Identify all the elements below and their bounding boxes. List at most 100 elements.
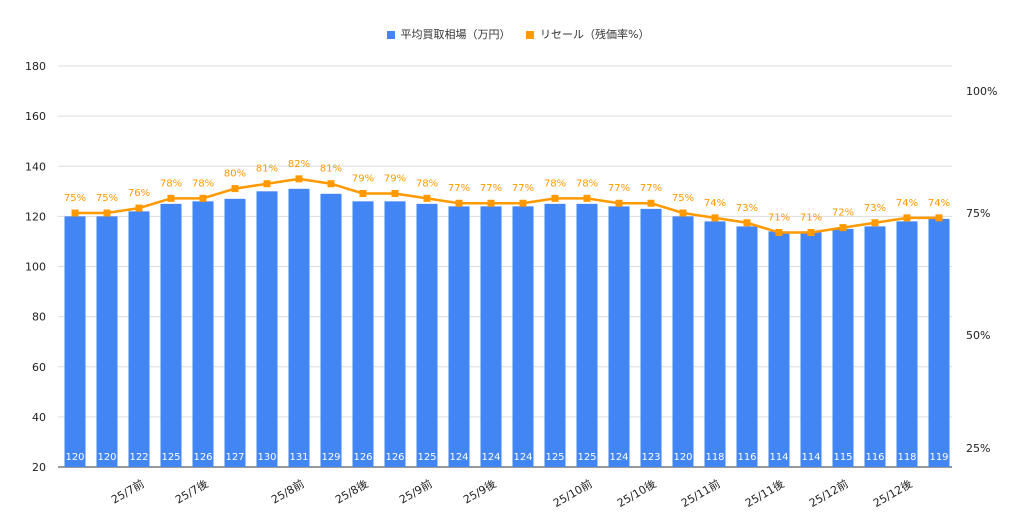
line-point <box>455 199 463 207</box>
left-tick-label: 20 <box>32 461 46 474</box>
line-data-label: 81% <box>256 164 278 175</box>
bar-data-label: 125 <box>417 452 436 463</box>
line-data-label: 78% <box>416 178 438 189</box>
bar <box>672 216 694 467</box>
x-tick-label: 25/11前 <box>679 476 723 509</box>
bar <box>160 203 182 467</box>
bar-data-label: 124 <box>609 452 628 463</box>
bar <box>768 231 790 467</box>
line-data-label: 74% <box>896 198 918 209</box>
line-data-label: 73% <box>864 203 886 214</box>
bar <box>128 211 150 467</box>
bar-data-label: 127 <box>225 452 244 463</box>
bar-data-label: 116 <box>865 452 884 463</box>
bar <box>320 193 342 467</box>
line-data-label: 75% <box>672 193 694 204</box>
legend-label-line: リセール（残価率%） <box>540 28 650 41</box>
bar-data-label: 115 <box>833 452 852 463</box>
left-tick-label: 120 <box>25 210 46 223</box>
line-data-label: 77% <box>640 183 662 194</box>
line-point <box>679 209 687 217</box>
bar-data-label: 122 <box>129 452 148 463</box>
bar-data-label: 125 <box>161 452 180 463</box>
line-data-label: 79% <box>352 173 374 184</box>
bar-data-label: 126 <box>193 452 212 463</box>
line-data-label: 77% <box>448 183 470 194</box>
bar-data-label: 120 <box>65 452 84 463</box>
line-data-label: 78% <box>544 178 566 189</box>
right-tick-label: 50% <box>966 329 990 342</box>
bar <box>384 201 406 467</box>
bar <box>448 206 470 467</box>
line-point <box>295 175 303 183</box>
line-point <box>775 229 783 237</box>
line-point <box>839 224 847 232</box>
line-point <box>167 194 175 202</box>
bar <box>704 221 726 467</box>
line-point <box>231 185 239 193</box>
bar <box>576 203 598 467</box>
line-point <box>263 180 271 188</box>
line-point <box>903 214 911 222</box>
bar <box>64 216 86 467</box>
line-data-label: 75% <box>64 193 86 204</box>
line-data-label: 81% <box>320 164 342 175</box>
line-data-label: 74% <box>928 198 950 209</box>
bar <box>512 206 534 467</box>
legend-swatch-line <box>526 31 535 39</box>
x-tick-label: 25/12後 <box>871 476 915 509</box>
line-point <box>391 189 399 197</box>
bar-data-label: 130 <box>257 452 276 463</box>
line-point <box>359 189 367 197</box>
bar <box>800 231 822 467</box>
bar-data-label: 125 <box>545 452 564 463</box>
line-series <box>75 177 939 234</box>
line-point <box>327 180 335 188</box>
x-tick-label: 25/9前 <box>397 476 435 506</box>
bar <box>544 203 566 467</box>
x-tick-label: 25/8前 <box>269 476 307 506</box>
bar-data-label: 124 <box>513 452 532 463</box>
line-point <box>423 194 431 202</box>
bar <box>640 208 662 467</box>
line-point <box>583 194 591 202</box>
x-tick-label: 25/11後 <box>743 476 787 509</box>
bar <box>256 191 278 467</box>
line-point <box>743 219 751 227</box>
left-tick-label: 140 <box>25 160 46 173</box>
x-tick-label: 25/8後 <box>333 476 371 506</box>
line-data-label: 71% <box>768 213 790 224</box>
bar-data-label: 120 <box>673 452 692 463</box>
bar <box>928 218 950 467</box>
line-point <box>135 204 143 212</box>
bar-data-label: 124 <box>481 452 500 463</box>
line-data-label: 78% <box>160 178 182 189</box>
line-data-label: 78% <box>192 178 214 189</box>
line-point <box>711 214 719 222</box>
bar <box>96 216 118 467</box>
right-tick-label: 75% <box>966 207 990 220</box>
bar-data-label: 116 <box>737 452 756 463</box>
line-point <box>199 194 207 202</box>
line-point <box>519 199 527 207</box>
line-data-label: 73% <box>736 203 758 214</box>
bar-data-label: 125 <box>577 452 596 463</box>
line-data-label: 80% <box>224 169 246 180</box>
legend: 平均買取相場（万円） リセール（残価率%） <box>0 26 1024 42</box>
left-tick-label: 60 <box>32 361 46 374</box>
line-data-label: 79% <box>384 173 406 184</box>
x-tick-label: 25/9後 <box>461 476 499 506</box>
bar-data-label: 114 <box>769 452 788 463</box>
line-point <box>551 194 559 202</box>
bar-data-label: 118 <box>897 452 916 463</box>
left-tick-label: 80 <box>32 311 46 324</box>
bar <box>192 201 214 467</box>
bar <box>896 221 918 467</box>
line-point <box>71 209 79 217</box>
left-tick-label: 40 <box>32 411 46 424</box>
line-data-label: 71% <box>800 213 822 224</box>
bar-data-label: 119 <box>929 452 948 463</box>
bar <box>288 188 310 467</box>
legend-label-bar: 平均買取相場（万円） <box>400 28 511 41</box>
